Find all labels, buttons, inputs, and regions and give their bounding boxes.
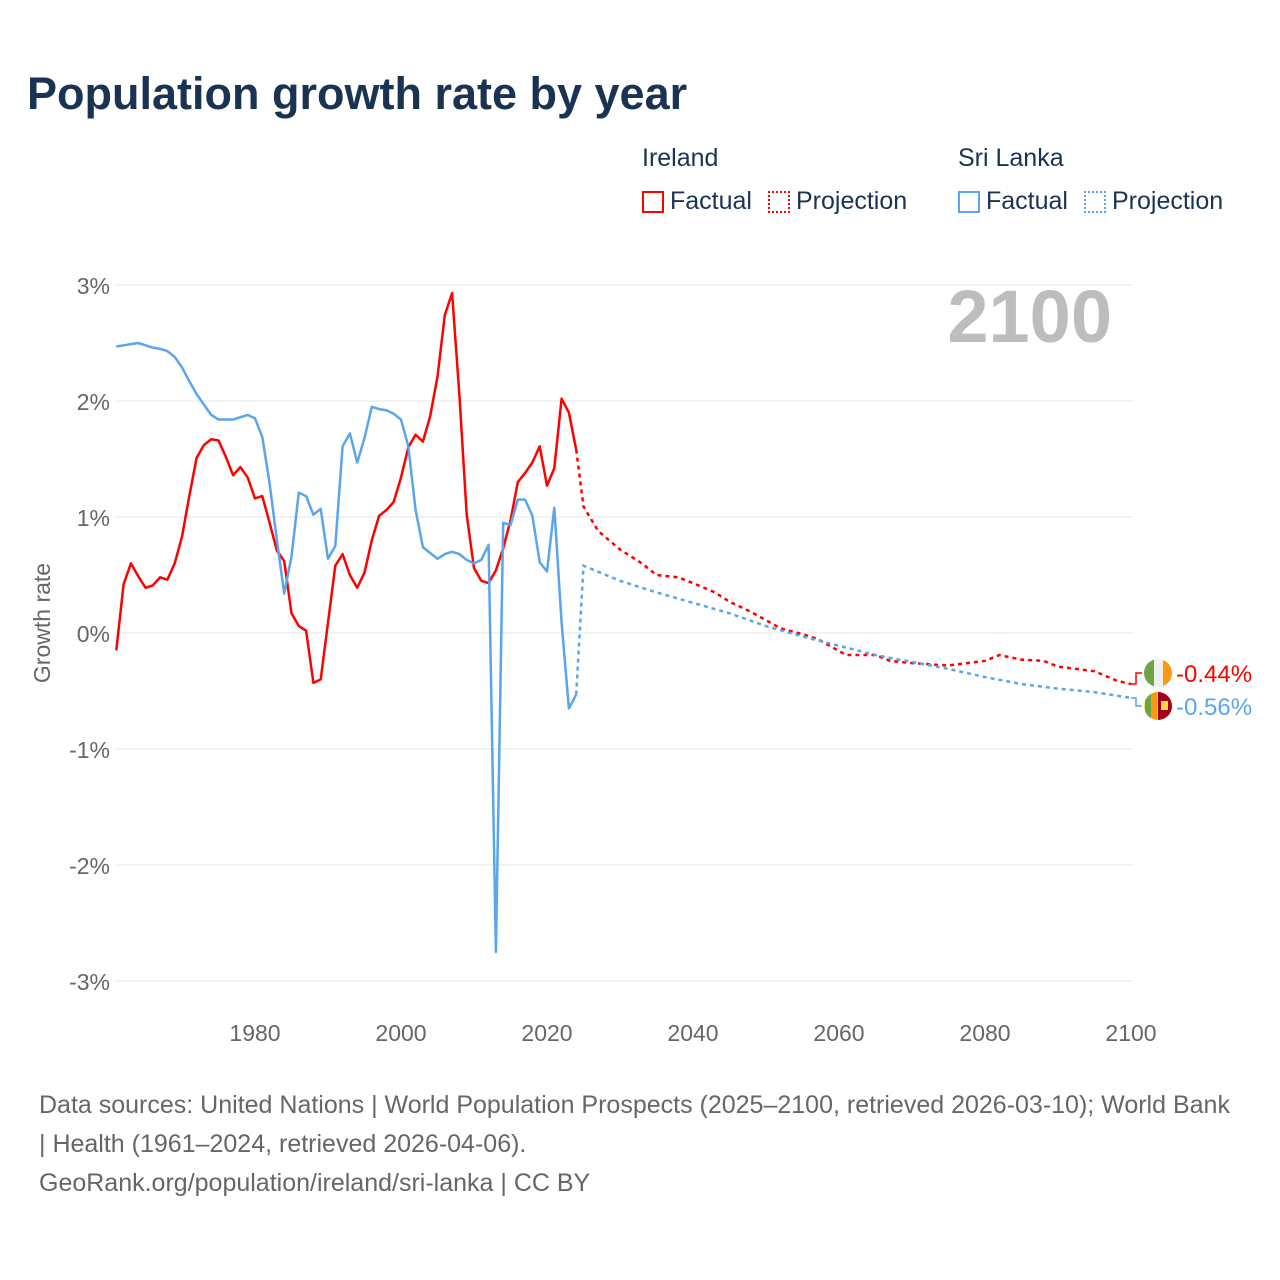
y-tick-label: 2% [77, 389, 110, 415]
x-tick-label: 2100 [1105, 1020, 1156, 1046]
flag-orange [1151, 692, 1157, 720]
flag-lion [1161, 701, 1168, 710]
x-tick-label: 1980 [229, 1020, 280, 1046]
y-tick-label: -1% [69, 737, 110, 763]
flag-green [1145, 692, 1151, 720]
ireland-projection-line [574, 449, 1132, 686]
legend-label: Projection [795, 187, 908, 215]
legend-label: Factual [670, 187, 752, 215]
footer: Data sources: United Nations | World Pop… [39, 1086, 1239, 1203]
x-tick-label: 2000 [375, 1020, 426, 1046]
sri-lanka-factual-line [116, 341, 578, 954]
y-axis-label: Growth rate [29, 563, 55, 683]
sri-lanka-flag-icon [1144, 692, 1172, 720]
sri-lanka-end-label: -0.56% [1176, 694, 1252, 721]
legend-country: Ireland [642, 144, 719, 172]
current-year-label: 2100 [947, 275, 1112, 358]
legend-ireland-factual[interactable]: Factual [642, 187, 752, 216]
ireland-connector [1131, 672, 1142, 685]
flag-body [1144, 659, 1172, 687]
ireland-end-label: -0.44% [1176, 661, 1252, 688]
ireland-factual-line [115, 291, 578, 685]
y-tick-label: 0% [77, 621, 110, 647]
legend-sri-lanka: Sri Lanka Factual Projection [958, 144, 1223, 216]
sri-lanka-connector [1131, 697, 1142, 707]
legend-label: Projection [1111, 187, 1224, 215]
y-tick-label: -3% [69, 969, 110, 995]
data-sources: Data sources: United Nations | World Pop… [39, 1091, 1230, 1158]
x-tick-label: 2040 [667, 1020, 718, 1046]
dotted-swatch-icon [767, 190, 790, 213]
legend-sri-lanka-factual[interactable]: Factual [958, 187, 1068, 216]
y-tick-label: 1% [77, 505, 110, 531]
solid-swatch-icon [642, 190, 664, 213]
x-tick-label: 2020 [521, 1020, 572, 1046]
flag-green [1144, 659, 1154, 687]
ireland-flag-icon [1144, 659, 1172, 687]
legend-label: Factual [986, 187, 1068, 215]
x-tick-label: 2060 [813, 1020, 864, 1046]
legend-country: Sri Lanka [958, 144, 1064, 172]
dotted-swatch-icon [1083, 190, 1106, 213]
y-tick-label: 3% [77, 273, 110, 299]
flag-white [1154, 659, 1163, 687]
legend-ireland-projection[interactable]: Projection [767, 187, 908, 216]
legend-ireland: Ireland Factual Projection [642, 144, 907, 216]
flag-body [1144, 692, 1172, 720]
solid-swatch-icon [958, 190, 980, 213]
flag-orange [1163, 659, 1172, 687]
legend-sri-lanka-projection[interactable]: Projection [1083, 187, 1224, 216]
chart-title: Population growth rate by year [27, 68, 688, 119]
credit-link[interactable]: GeoRank.org/population/ireland/sri-lanka… [39, 1169, 591, 1197]
y-tick-label: -2% [69, 853, 110, 879]
sri-lanka-projection-line [574, 563, 1132, 700]
x-tick-label: 2080 [959, 1020, 1010, 1046]
